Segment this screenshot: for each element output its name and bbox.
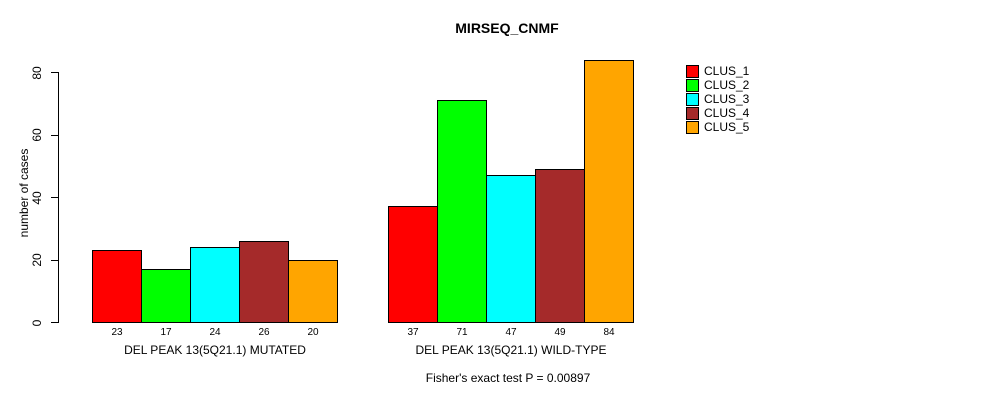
y-axis-tick-label: 80 — [30, 65, 44, 80]
legend-item: CLUS_3 — [686, 93, 749, 106]
bar — [535, 168, 585, 323]
y-axis-tick-label: 20 — [30, 253, 44, 267]
legend-swatch — [686, 121, 699, 134]
bar — [584, 59, 634, 323]
legend-swatch — [686, 107, 699, 120]
legend-item: CLUS_4 — [686, 107, 749, 120]
chart-title: MIRSEQ_CNMF — [455, 20, 559, 36]
legend-label: CLUS_4 — [704, 106, 750, 120]
group-label: DEL PEAK 13(5Q21.1) WILD-TYPE — [415, 343, 607, 357]
legend-label: CLUS_3 — [704, 92, 750, 106]
legend-swatch — [686, 65, 699, 78]
bar-value-label: 17 — [160, 327, 172, 338]
legend-item: CLUS_2 — [686, 79, 749, 92]
bar-value-label: 24 — [209, 327, 221, 338]
y-axis-tick-label: 40 — [30, 190, 44, 205]
legend-item: CLUS_1 — [686, 65, 749, 78]
legend-swatch — [686, 79, 699, 92]
y-axis-line — [58, 72, 59, 323]
bar-value-label: 23 — [111, 327, 123, 338]
legend: CLUS_1 CLUS_2 CLUS_3 CLUS_4 CLUS_5 — [686, 65, 749, 135]
bar — [288, 259, 338, 323]
bar-value-label: 84 — [603, 327, 615, 338]
y-axis-tick — [51, 322, 58, 323]
group-label: DEL PEAK 13(5Q21.1) MUTATED — [124, 343, 306, 357]
y-axis-tick — [51, 72, 58, 73]
y-axis-tick — [51, 197, 58, 198]
legend-label: CLUS_1 — [704, 64, 750, 78]
legend-label: CLUS_5 — [704, 120, 750, 134]
legend-swatch — [686, 93, 699, 106]
bar-value-label: 47 — [505, 327, 517, 338]
bar-value-label: 71 — [456, 327, 468, 338]
bar-value-label: 37 — [407, 327, 419, 338]
bar — [239, 240, 289, 323]
y-axis-tick-label: 60 — [30, 128, 44, 142]
bar — [486, 175, 536, 323]
bar-value-label: 20 — [307, 327, 319, 338]
bar-value-label: 26 — [258, 327, 270, 338]
y-axis-tick — [51, 259, 58, 261]
bar — [388, 206, 438, 323]
bar — [141, 268, 191, 323]
bar — [190, 247, 240, 323]
legend-item: CLUS_5 — [686, 121, 749, 134]
fisher-test-caption: Fisher's exact test P = 0.00897 — [425, 371, 591, 385]
y-axis-tick — [51, 134, 58, 136]
bar — [92, 250, 142, 323]
bar-value-label: 49 — [554, 327, 566, 338]
y-axis-tick-label: 0 — [30, 319, 44, 326]
bar — [437, 100, 487, 323]
legend-label: CLUS_2 — [704, 78, 750, 92]
